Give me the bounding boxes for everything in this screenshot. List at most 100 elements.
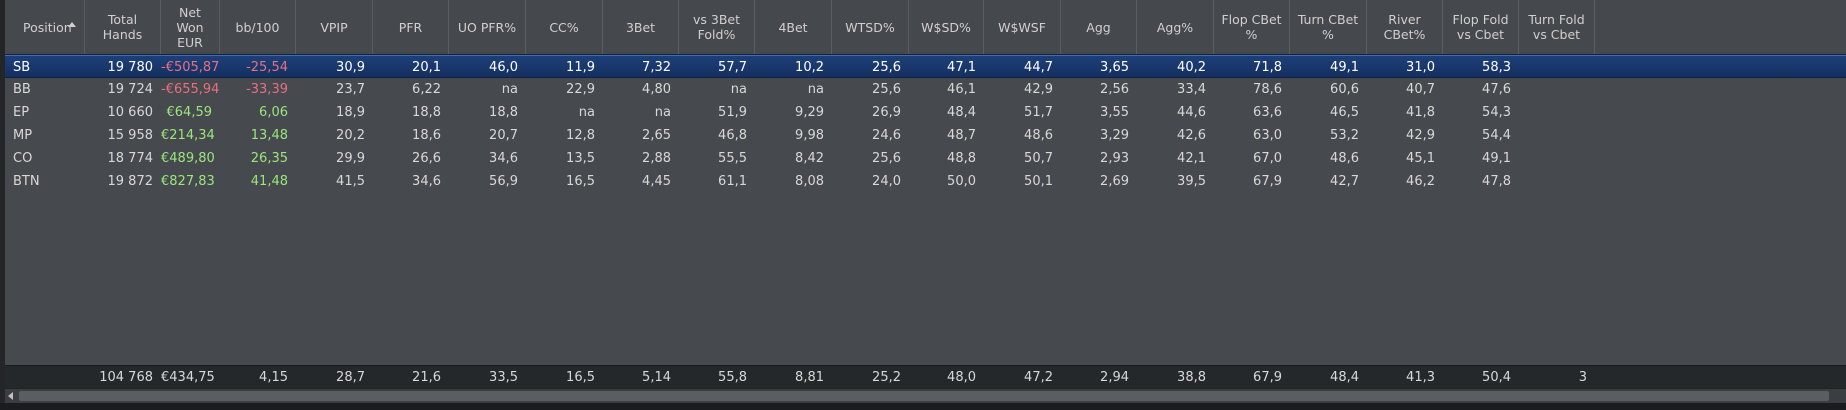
grid-left-edge: [0, 0, 5, 410]
column-header-label: Flop CBet %: [1221, 12, 1282, 42]
table-cell: [1519, 147, 1595, 170]
table-cell: 18,8: [412, 105, 441, 120]
table-cell: 63,0: [1253, 128, 1282, 143]
column-header-label: Position: [23, 19, 72, 35]
table-cell: 7,32: [642, 60, 671, 75]
table-row[interactable]: MP 15 958 €214,34 13,48 20,2 18,6 20,7 12,8 2,65…: [5, 124, 1846, 147]
table-cell: 24,0: [872, 174, 901, 189]
table-cell: 50,7: [1024, 151, 1053, 166]
column-header[interactable]: vs 3Bet Fold%: [679, 0, 755, 54]
table-cell: 60,6: [1330, 82, 1359, 97]
table-cell: 40,7: [1406, 82, 1435, 97]
column-header-label: Turn Fold vs Cbet: [1528, 12, 1585, 42]
column-header-label: Agg%: [1156, 19, 1194, 35]
table-cell: 44,6: [1177, 105, 1206, 120]
table-cell: 11,9: [566, 60, 595, 75]
column-header[interactable]: 3Bet: [603, 0, 679, 54]
table-cell: €64,59: [166, 105, 213, 120]
grid-body: SB 19 780 -€505,87 -25,54 30,9 20,1 46,0 11,9 7,…: [5, 55, 1846, 365]
table-cell: 15 958: [107, 128, 154, 143]
column-header-label: W$WSF: [998, 19, 1046, 35]
table-cell: 63,6: [1253, 105, 1282, 120]
sort-ascending-icon: [68, 22, 76, 27]
scrollbar-thumb[interactable]: [19, 391, 1829, 401]
position-cell: CO: [13, 151, 33, 166]
table-cell: 18,9: [336, 105, 365, 120]
table-cell: 25,6: [872, 82, 901, 97]
table-cell: 20,2: [336, 128, 365, 143]
totals-cell: 8,81: [795, 370, 824, 385]
column-header[interactable]: Position: [5, 0, 85, 54]
table-cell: 8,42: [795, 151, 824, 166]
table-cell: 78,6: [1253, 82, 1282, 97]
table-cell: 2,88: [642, 151, 671, 166]
table-cell: 61,1: [718, 174, 747, 189]
totals-cell: 104 768: [99, 370, 153, 385]
table-row[interactable]: SB 19 780 -€505,87 -25,54 30,9 20,1 46,0 11,9 7,…: [5, 55, 1846, 78]
table-cell: 30,9: [336, 60, 365, 75]
table-cell: na: [807, 82, 824, 97]
column-header[interactable]: 4Bet: [755, 0, 832, 54]
table-cell: 42,9: [1024, 82, 1053, 97]
table-cell: [1519, 101, 1595, 124]
table-cell: [1519, 56, 1595, 77]
column-header[interactable]: Turn CBet %: [1290, 0, 1367, 54]
table-cell: na: [730, 82, 747, 97]
column-header[interactable]: W$WSF: [984, 0, 1061, 54]
column-header-label: Agg: [1086, 19, 1111, 35]
table-cell: 46,8: [718, 128, 747, 143]
totals-cell: 47,2: [1024, 370, 1053, 385]
table-cell: 48,7: [947, 128, 976, 143]
column-header[interactable]: Net Won EUR: [161, 0, 220, 54]
table-cell: 50,0: [947, 174, 976, 189]
table-cell: 13,5: [566, 151, 595, 166]
table-cell: 3,65: [1100, 60, 1129, 75]
column-header[interactable]: Agg%: [1137, 0, 1214, 54]
column-header[interactable]: Flop CBet %: [1214, 0, 1290, 54]
column-header[interactable]: bb/100: [220, 0, 296, 54]
totals-cell: 16,5: [566, 370, 595, 385]
position-cell: BB: [13, 82, 31, 97]
table-cell: 3,29: [1100, 128, 1129, 143]
table-cell: 26,6: [412, 151, 441, 166]
table-cell: 24,6: [872, 128, 901, 143]
table-row[interactable]: BB 19 724 -€655,94 -33,39 23,7 6,22 na 22,9 4,80…: [5, 78, 1846, 101]
table-row[interactable]: BTN 19 872 €827,83 41,48 41,5 34,6 56,9 16,5 4,4…: [5, 170, 1846, 193]
table-row[interactable]: EP 10 660 €64,59 6,06 18,9 18,8 18,8 na na 51,9 9,…: [5, 101, 1846, 124]
totals-cell: 33,5: [489, 370, 518, 385]
column-header[interactable]: VPIP: [296, 0, 373, 54]
column-header[interactable]: PFR: [373, 0, 449, 54]
column-header[interactable]: Flop Fold vs Cbet: [1443, 0, 1519, 54]
table-cell: 47,8: [1482, 174, 1511, 189]
table-cell: [1519, 170, 1595, 193]
column-header-label: 4Bet: [778, 19, 808, 35]
table-cell: -25,54: [246, 60, 288, 75]
column-header[interactable]: WTSD%: [832, 0, 909, 54]
column-header[interactable]: Total Hands: [85, 0, 161, 54]
table-cell: 67,9: [1253, 174, 1282, 189]
column-header[interactable]: UO PFR%: [449, 0, 526, 54]
table-cell: 46,0: [489, 60, 518, 75]
column-header-row: Position Total Hands Net Won EUR bb/100 VPIP…: [5, 0, 1846, 55]
column-header[interactable]: W$SD%: [909, 0, 984, 54]
table-cell: 57,7: [718, 60, 747, 75]
table-cell: 48,6: [1024, 128, 1053, 143]
horizontal-scrollbar[interactable]: [5, 388, 1846, 403]
position-cell: BTN: [13, 174, 40, 189]
table-cell: 67,0: [1253, 151, 1282, 166]
table-row[interactable]: CO 18 774 €489,80 26,35 29,9 26,6 34,6 13,5 2,88…: [5, 147, 1846, 170]
totals-cell: 50,4: [1482, 370, 1511, 385]
column-header[interactable]: Agg: [1061, 0, 1137, 54]
column-header-label: bb/100: [235, 19, 280, 35]
scroll-left-arrow-icon[interactable]: [8, 392, 13, 400]
table-cell: 42,7: [1330, 174, 1359, 189]
table-cell: 42,6: [1177, 128, 1206, 143]
table-cell: 53,2: [1330, 128, 1359, 143]
totals-cell: 28,7: [336, 370, 365, 385]
table-cell: 10 660: [107, 105, 154, 120]
column-header[interactable]: River CBet%: [1367, 0, 1443, 54]
column-header[interactable]: Turn Fold vs Cbet: [1519, 0, 1595, 54]
column-header[interactable]: CC%: [526, 0, 603, 54]
column-header-label: River CBet%: [1383, 12, 1426, 42]
